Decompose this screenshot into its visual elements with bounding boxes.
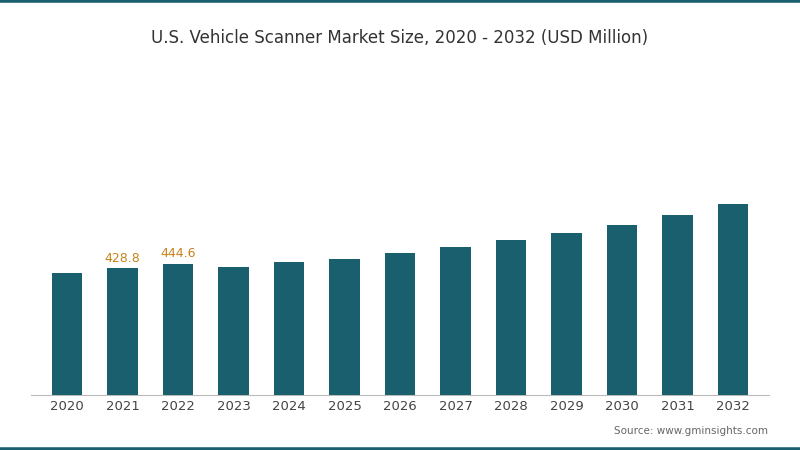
- Bar: [551, 233, 582, 395]
- Bar: [440, 247, 470, 395]
- Bar: [274, 262, 304, 395]
- Text: 444.6: 444.6: [160, 247, 196, 260]
- Bar: [52, 273, 82, 395]
- Bar: [385, 253, 415, 395]
- Text: Source: www.gminsights.com: Source: www.gminsights.com: [614, 427, 768, 436]
- Text: 428.8: 428.8: [105, 252, 141, 265]
- Bar: [496, 240, 526, 395]
- Bar: [330, 259, 360, 395]
- Bar: [606, 225, 638, 395]
- Bar: [107, 268, 138, 395]
- Bar: [218, 267, 249, 395]
- Title: U.S. Vehicle Scanner Market Size, 2020 - 2032 (USD Million): U.S. Vehicle Scanner Market Size, 2020 -…: [151, 28, 649, 46]
- Bar: [718, 204, 748, 395]
- Bar: [662, 216, 693, 395]
- Bar: [162, 264, 194, 395]
